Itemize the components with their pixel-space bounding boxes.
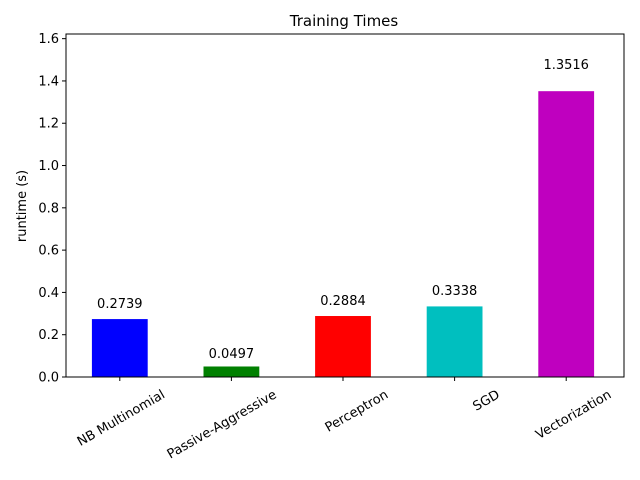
- value-label: 0.3338: [432, 284, 478, 299]
- bar: [91, 319, 148, 377]
- y-tick-label: 1.0: [38, 159, 59, 174]
- x-tick-label: Passive-Aggressive: [165, 387, 280, 462]
- y-tick-label: 0.0: [38, 371, 59, 386]
- bar: [426, 306, 483, 377]
- x-tick-label: NB Multinomial: [75, 387, 168, 449]
- y-tick-label: 0.8: [38, 201, 59, 216]
- chart-title: Training Times: [289, 12, 399, 30]
- plot-frame: [65, 33, 625, 378]
- y-tick-label: 1.6: [38, 32, 59, 47]
- y-tick-label: 0.6: [38, 244, 59, 259]
- bar: [538, 91, 595, 378]
- y-axis-label: runtime (s): [15, 170, 30, 242]
- bar: [315, 316, 371, 377]
- bar: [203, 366, 260, 377]
- y-tick-label: 1.4: [38, 74, 59, 89]
- value-label: 0.2739: [97, 297, 143, 312]
- x-tick-label: SGD: [471, 387, 503, 414]
- value-label: 1.3516: [543, 58, 589, 73]
- value-label: 0.0497: [209, 347, 255, 362]
- y-tick-label: 1.2: [38, 117, 59, 132]
- y-tick-label: 0.4: [38, 286, 59, 301]
- x-tick-label: Perceptron: [323, 387, 391, 435]
- value-label: 0.2884: [320, 294, 366, 309]
- x-tick-label: Vectorization: [533, 387, 614, 442]
- y-tick-label: 0.2: [38, 328, 59, 343]
